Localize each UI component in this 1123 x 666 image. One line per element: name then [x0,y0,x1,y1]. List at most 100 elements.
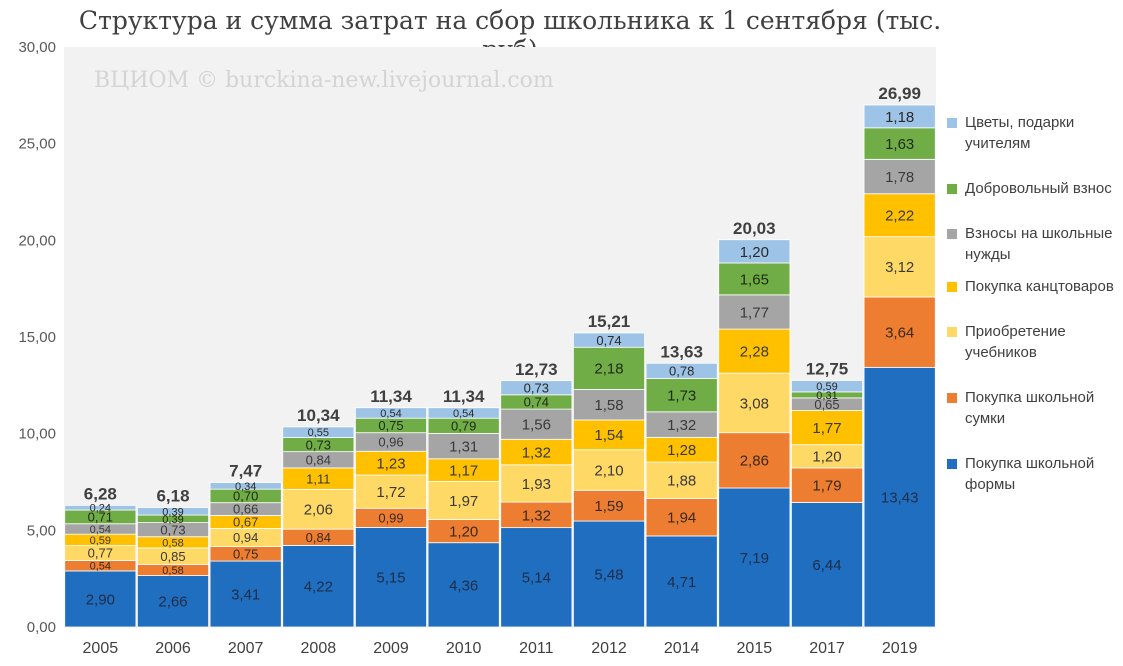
bar-segment [572,346,646,390]
bar-segment [427,407,500,419]
bar-segment [427,542,500,628]
legend-label: Взносы на школьные нужды [965,225,1113,263]
segment-value-label: 2,18 [594,361,623,378]
bar-segment [645,498,718,537]
segment-value-label: 0,84 [306,452,331,467]
segment-value-label: 0,94 [233,530,258,545]
total-label: 10,34 [297,406,340,425]
bar-segment [790,467,864,503]
segment-value-label: 0,65 [814,397,839,412]
legend-label: Покупка школьной формы [965,455,1095,493]
segment-value-label: 0,66 [233,502,258,517]
segment-value-label: 0,96 [378,435,403,450]
bar-segment [718,328,791,374]
segment-value-label: 1,23 [376,456,405,473]
bar-segment [863,236,936,298]
segment-value-label: 4,71 [667,574,696,591]
bar-segment [500,501,573,529]
segment-value-label: 4,22 [304,579,333,596]
bar-segment [500,527,573,628]
legend-item: Добровольный взнос [945,178,1115,199]
segment-value-label: 1,77 [812,420,841,437]
total-label: 26,99 [878,84,921,103]
segment-value-label: 2,66 [158,594,187,611]
segment-value-label: 2,90 [86,591,115,608]
segment-value-label: 13,43 [881,490,919,507]
legend-label: Цветы, подарки учителям [965,114,1075,152]
segment-value-label: 1,31 [449,439,478,456]
legend-item: Взносы на школьные нужды [945,223,1115,265]
y-tick-label: 10,00 [18,426,56,443]
segment-value-label: 1,32 [667,417,696,434]
bars [64,104,936,628]
segment-value-label: 7,19 [740,550,769,567]
x-tick-label: 2019 [882,640,918,657]
bar-segment [500,438,573,466]
total-label: 12,73 [515,360,558,379]
bar-segment [572,449,646,491]
segment-value-label: 0,73 [306,437,331,452]
segment-value-label: 0,34 [235,481,256,493]
x-tick-label: 2017 [809,640,845,657]
segment-value-label: 1,28 [667,442,696,459]
segment-value-label: 0,75 [233,547,258,562]
segment-value-label: 0,73 [160,522,185,537]
segment-value-label: 1,94 [667,510,696,527]
x-tick-label: 2014 [664,640,700,657]
bar-segment [645,362,718,379]
bar-segment [282,426,355,438]
bar-segment [572,489,646,522]
watermark: ВЦИОМ © burckina-new.livejournal.com [94,68,554,93]
bar-segment [645,535,718,628]
segment-value-label: 2,06 [304,502,333,519]
x-tick-label: 2015 [737,640,773,657]
y-tick-label: 20,00 [18,232,56,249]
segment-value-label: 1,93 [522,476,551,493]
legend-item: Покупка школьной формы [945,453,1115,495]
segment-value-label: 3,64 [885,325,914,342]
y-tick-label: 15,00 [18,329,56,346]
segment-value-label: 1,72 [376,484,405,501]
segment-value-label: 1,20 [740,244,769,261]
x-tick-label: 2010 [446,640,482,657]
segment-value-label: 2,86 [740,453,769,470]
segment-value-label: 1,20 [449,524,478,541]
bar-segment [282,488,355,530]
bar-segment [863,296,936,368]
bar-segment [500,380,573,396]
total-label: 12,75 [806,360,849,379]
legend-swatch [947,118,957,128]
bar-segment [209,482,282,490]
y-tick-label: 25,00 [18,136,56,153]
y-tick-label: 30,00 [18,39,56,56]
segment-value-label: 0,77 [88,546,113,561]
bar-segment [718,487,791,628]
x-tick-label: 2009 [373,640,409,657]
bar-segment [718,372,791,434]
bar-segment [64,570,137,628]
total-label: 6,18 [156,487,189,506]
segment-value-label: 1,17 [449,463,478,480]
legend-swatch [947,459,957,469]
segment-labels: 2,900,540,770,590,540,710,242,660,580,85… [86,109,919,611]
segment-value-label: 0,70 [233,489,258,504]
legend-label: Покупка школьной сумки [965,389,1095,427]
segment-value-label: 1,97 [449,493,478,510]
bar-segment [64,504,137,511]
bar-segment [136,575,210,628]
segment-value-label: 1,20 [812,449,841,466]
bar-segment [718,432,791,489]
legend-item: Цветы, подарки учителям [945,112,1115,154]
bar-segment [572,419,646,451]
bar-segment [572,332,646,348]
segment-value-label: 1,59 [594,498,623,515]
bar-segment [718,262,791,296]
legend-label: Приобретение учебников [965,323,1066,361]
total-label: 15,21 [588,312,631,331]
segment-value-label: 1,77 [740,304,769,321]
segment-value-label: 3,41 [231,586,260,603]
segment-value-label: 0,39 [162,514,183,526]
legend-swatch [947,282,957,292]
segment-value-label: 0,55 [308,427,329,439]
